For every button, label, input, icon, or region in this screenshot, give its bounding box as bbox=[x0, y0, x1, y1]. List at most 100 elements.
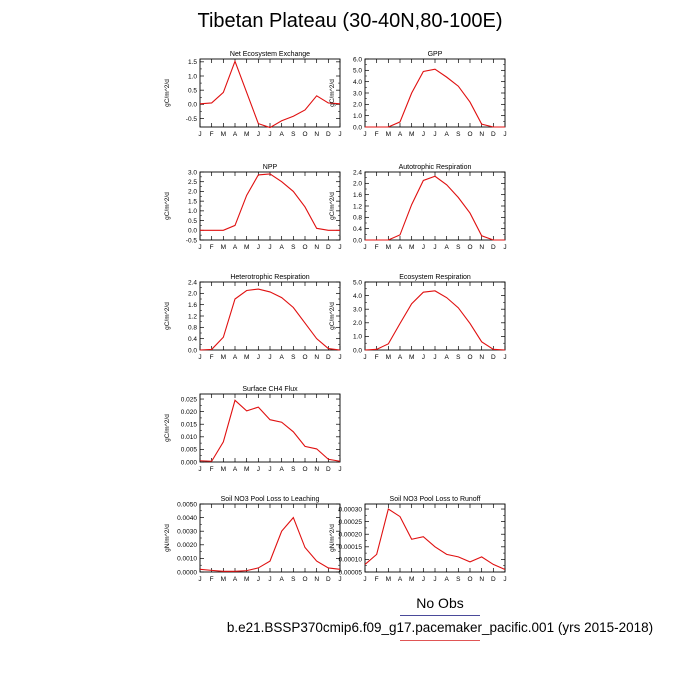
x-tick-label: F bbox=[375, 354, 379, 361]
x-tick-label: N bbox=[479, 354, 484, 361]
panel-autotrophic-respiration: Autotrophic Respiration 2.4 2.0 1.6 1.2 0.8 0.… bbox=[325, 155, 665, 265]
x-tick-label: S bbox=[291, 131, 296, 138]
y-tick-label: 6.0 bbox=[353, 56, 362, 63]
y-tick-label: 2.0 bbox=[353, 181, 362, 188]
chart-title: Surface CH4 Flux bbox=[242, 386, 298, 393]
x-tick-label: M bbox=[409, 354, 414, 361]
plot-frame bbox=[364, 503, 506, 573]
y-tick-label: 0.0010 bbox=[177, 556, 197, 563]
series-line bbox=[365, 175, 505, 241]
panel-heterotrophic-respiration: Heterotrophic Respiration 2.4 2.0 1.6 1.2 0.8… bbox=[160, 265, 500, 375]
series-line bbox=[364, 508, 506, 570]
x-tick-label: J bbox=[422, 354, 425, 361]
x-tick-label: J bbox=[433, 354, 436, 361]
y-tick-label: 0.0020 bbox=[177, 542, 197, 549]
y-axis-label: gC/m^2/d bbox=[164, 79, 171, 107]
x-tick-label: A bbox=[233, 576, 238, 583]
y-tick-label: 0.00005 bbox=[339, 569, 363, 576]
panel-npp: NPP 3.0 2.5 2.0 1.5 1.0 0.5 0.0 -0.5 J F M A M J J A S O N D… bbox=[160, 155, 500, 265]
x-tick-label: J bbox=[257, 576, 260, 583]
x-tick-label: A bbox=[398, 354, 403, 361]
panel-net-ecosystem-exchange: Net Ecosystem Exchange 1.5 1.0 0.5 0.0 -0.5 J F… bbox=[160, 42, 500, 152]
x-tick-label: J bbox=[422, 576, 425, 583]
x-tick-label: O bbox=[467, 576, 472, 583]
panel-ecosystem-respiration: Ecosystem Respiration 5.0 4.0 3.0 2.0 1.0 0.0 J… bbox=[325, 265, 665, 375]
chart-svg: Autotrophic Respiration 2.4 2.0 1.6 1.2 0.8 0.… bbox=[329, 164, 507, 251]
x-tick-label: J bbox=[268, 466, 271, 473]
x-tick-label: M bbox=[409, 131, 414, 138]
x-tick-label: F bbox=[375, 244, 379, 251]
x-tick-label: J bbox=[268, 244, 271, 251]
panel-surface-ch4-flux: Surface CH4 Flux 0.025 0.020 0.015 0.010 0.00… bbox=[160, 377, 500, 487]
y-tick-label: 0.4 bbox=[353, 226, 362, 233]
x-tick-label: J bbox=[338, 131, 341, 138]
x-tick-label: N bbox=[479, 576, 484, 583]
y-tick-label: 1.0 bbox=[188, 208, 197, 215]
chart-svg: Ecosystem Respiration5.04.03.02.01.00.0J… bbox=[329, 274, 507, 361]
x-tick-label: A bbox=[279, 131, 284, 138]
chart-svg: Surface CH4 Flux 0.025 0.020 0.015 0.010 0.00… bbox=[164, 386, 342, 473]
y-tick-label: 0.010 bbox=[181, 434, 198, 441]
y-tick-label: -0.5 bbox=[186, 237, 198, 244]
y-tick-label: 0.000 bbox=[181, 459, 198, 466]
y-tick-label: 1.0 bbox=[353, 113, 362, 120]
y-axis-label: gN/m^2/d bbox=[329, 524, 336, 552]
x-tick-label: D bbox=[326, 131, 331, 138]
x-tick-label: J bbox=[422, 131, 425, 138]
y-tick-label: 0.5 bbox=[188, 87, 197, 94]
x-tick-label: A bbox=[233, 131, 238, 138]
legend-line-series bbox=[400, 640, 480, 641]
chart-title: Heterotrophic Respiration bbox=[230, 274, 309, 281]
panel-soil-no3-runoff: Soil NO3 Pool Loss to Runoff 0.00030 0.000… bbox=[325, 487, 665, 597]
x-tick-label: F bbox=[210, 131, 214, 138]
x-tick-label: J bbox=[433, 576, 436, 583]
y-tick-label: 0.0 bbox=[188, 102, 197, 109]
x-tick-label: J bbox=[198, 131, 201, 138]
x-tick-label: D bbox=[326, 576, 331, 583]
y-axis-label: gC/m^2/d bbox=[329, 79, 336, 107]
x-tick-label: A bbox=[444, 244, 449, 251]
x-tick-label: J bbox=[503, 244, 506, 251]
x-tick-label: F bbox=[375, 131, 379, 138]
y-tick-label: 0.5 bbox=[188, 218, 197, 225]
x-tick-label: J bbox=[363, 576, 366, 583]
x-tick-label: M bbox=[244, 466, 249, 473]
y-tick-label: 0.8 bbox=[353, 215, 362, 222]
x-tick-label: J bbox=[338, 576, 341, 583]
x-tick-label: D bbox=[491, 131, 496, 138]
x-tick-label: F bbox=[210, 466, 214, 473]
chart-title: GPP bbox=[428, 51, 443, 58]
x-tick-label: M bbox=[221, 131, 226, 138]
chart-svg: Net Ecosystem Exchange 1.5 1.0 0.5 0.0 -0.5 J F… bbox=[164, 51, 342, 138]
x-tick-label: M bbox=[386, 244, 391, 251]
plot-frame bbox=[199, 503, 341, 573]
y-tick-label: 0.0 bbox=[188, 228, 197, 235]
x-tick-label: S bbox=[456, 244, 461, 251]
y-tick-label: 0.4 bbox=[188, 336, 197, 343]
x-tick-label: J bbox=[257, 466, 260, 473]
y-tick-label: 0.00025 bbox=[339, 519, 363, 526]
x-tick-label: J bbox=[257, 244, 260, 251]
x-tick-label: S bbox=[291, 354, 296, 361]
x-tick-label: J bbox=[338, 244, 341, 251]
y-tick-label: 2.0 bbox=[353, 102, 362, 109]
y-axis-label: gN/m^2/d bbox=[164, 524, 171, 552]
x-tick-label: N bbox=[479, 131, 484, 138]
x-tick-label: A bbox=[444, 354, 449, 361]
y-tick-label: 2.0 bbox=[353, 320, 362, 327]
y-tick-label: 0.0000 bbox=[177, 569, 197, 576]
x-tick-label: D bbox=[491, 354, 496, 361]
x-tick-label: J bbox=[198, 354, 201, 361]
x-tick-label: M bbox=[244, 131, 249, 138]
y-tick-label: 3.0 bbox=[353, 307, 362, 314]
series-line bbox=[199, 59, 341, 129]
series-line bbox=[364, 290, 506, 351]
series-line bbox=[199, 288, 341, 351]
x-tick-label: S bbox=[291, 576, 296, 583]
y-tick-label: 1.6 bbox=[353, 192, 362, 199]
x-tick-label: J bbox=[268, 354, 271, 361]
x-tick-label: M bbox=[244, 244, 249, 251]
series-line bbox=[200, 173, 340, 231]
y-tick-label: 1.0 bbox=[188, 73, 197, 80]
